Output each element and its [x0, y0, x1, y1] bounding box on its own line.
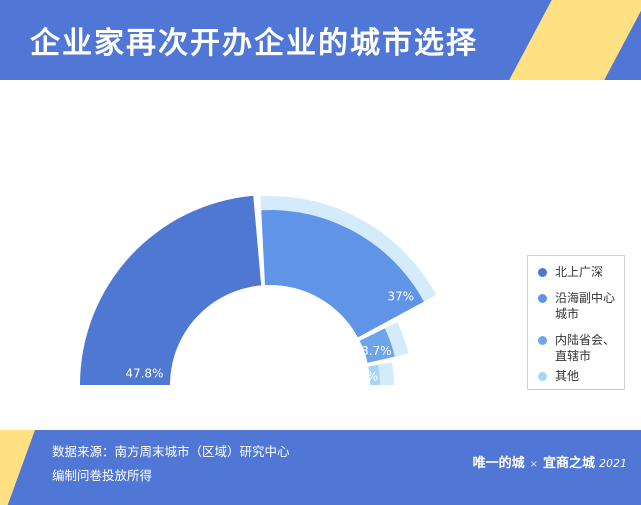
slice-ring-inland: [384, 322, 409, 357]
legend-item-inland: 内陆省会、 直辖市: [538, 332, 615, 364]
slice-ring-coastal: [260, 196, 437, 302]
brand-separator: ×: [529, 459, 538, 470]
slice-ring-other: [378, 362, 394, 385]
value-label-other: 6.5%: [348, 369, 379, 383]
brand-year: 2021: [599, 457, 627, 470]
page-title: 企业家再次开办企业的城市选择: [30, 26, 478, 61]
footer-banner: 数据来源：南方周末城市（区域）研究中心 编制问卷投放所得 唯一的城 × 宜商之城 20…: [0, 430, 641, 505]
pie-slice-beishangguangshen: [80, 195, 262, 385]
legend-swatch: [538, 294, 547, 303]
legend-item-beishangguangshen: 北上广深: [538, 264, 603, 280]
legend-label: 内陆省会、 直辖市: [555, 333, 616, 363]
semicircle-pie-chart: 47.8% 37% 8.7% 6.5%: [80, 195, 437, 385]
header-accent: [505, 0, 641, 80]
source-line-2: 编制问卷投放所得: [52, 468, 153, 483]
pie-slice-inland: [359, 328, 395, 363]
brand-right: 宜商之城: [542, 456, 595, 471]
legend-label: 北上广深: [555, 265, 604, 279]
legend-item-coastal: 沿海副中心 城市: [538, 290, 615, 322]
pie-slice-other: [368, 364, 380, 385]
value-label-inland: 8.7%: [361, 344, 392, 358]
pie-slice-coastal: [261, 210, 424, 338]
value-label-coastal: 37%: [387, 290, 414, 304]
legend-label: 其他: [555, 369, 580, 383]
legend-swatch: [538, 372, 547, 381]
source-note: 数据来源：南方周末城市（区域）研究中心 编制问卷投放所得: [52, 440, 290, 488]
source-line-1: 数据来源：南方周末城市（区域）研究中心: [52, 444, 290, 459]
legend-item-other: 其他: [538, 368, 579, 384]
chart-legend: 北上广深沿海副中心 城市 内陆省会、 直辖市其他: [527, 255, 625, 390]
value-label-beishangguangshen: 47.8%: [125, 367, 163, 381]
brand-logo: 唯一的城 × 宜商之城 2021: [473, 452, 627, 471]
legend-label: 沿海副中心 城市: [555, 291, 616, 321]
brand-left: 唯一的城: [472, 456, 525, 471]
footer-accent: [0, 430, 35, 505]
header-banner: 企业家再次开办企业的城市选择: [0, 0, 641, 80]
legend-swatch: [538, 336, 547, 345]
legend-swatch: [538, 268, 547, 277]
